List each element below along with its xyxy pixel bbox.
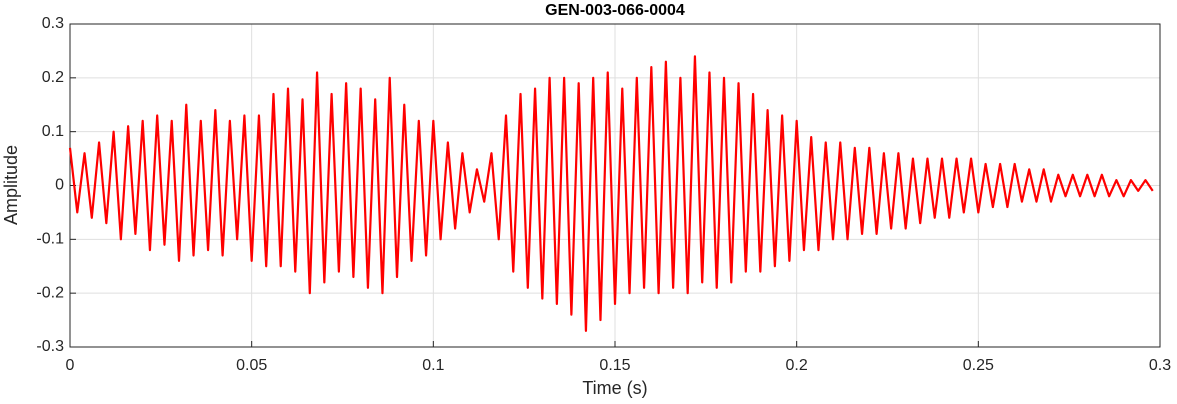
- x-tick-label: 0.15: [599, 357, 630, 374]
- waveform-line: [68, 55, 1154, 332]
- x-tick-label: 0.25: [963, 357, 994, 374]
- x-tick-label: 0: [66, 357, 75, 374]
- y-tick-label: 0.2: [42, 69, 64, 86]
- x-tick-label: 0.2: [786, 357, 808, 374]
- y-tick-label: 0: [55, 177, 64, 194]
- chart-title: GEN-003-066-0004: [545, 2, 685, 19]
- y-tick-label: -0.1: [36, 231, 64, 248]
- x-tick-label: 0.05: [236, 357, 267, 374]
- x-tick-label: 0.3: [1149, 357, 1171, 374]
- plot-frame: [69, 23, 1161, 348]
- y-tick-label: 0.1: [42, 123, 64, 140]
- y-tick-label: -0.2: [36, 284, 64, 301]
- x-axis-label: Time (s): [582, 378, 647, 398]
- y-tick-label: -0.3: [36, 338, 64, 355]
- x-tick-label: 0.1: [422, 357, 444, 374]
- y-tick-label: 0.3: [42, 15, 64, 32]
- y-axis-label: Amplitude: [1, 145, 21, 225]
